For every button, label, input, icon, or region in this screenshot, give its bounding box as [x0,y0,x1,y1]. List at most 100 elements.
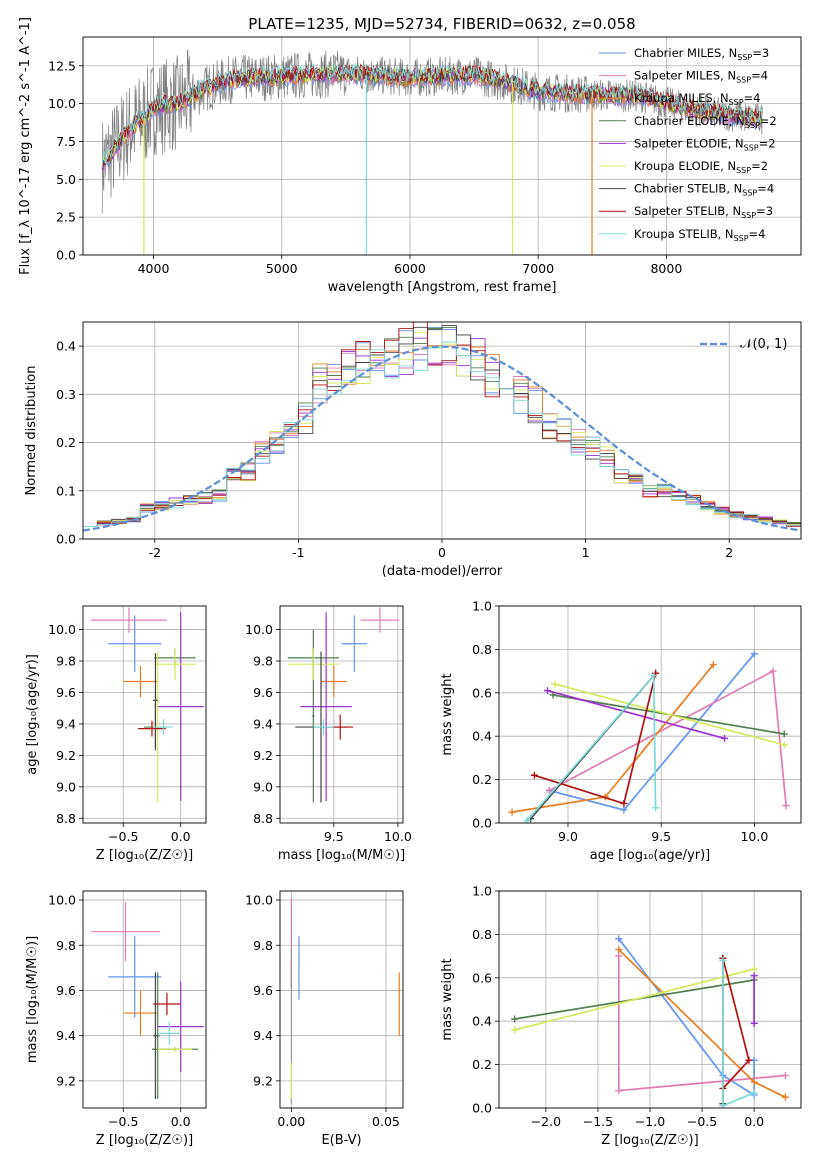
y-tick-label: 0.8 [472,927,492,942]
weight-marker [551,680,559,688]
error-bar-point [341,615,368,673]
y-tick-label: 7.5 [56,134,76,149]
x-tick-label: 9.0 [558,829,578,844]
weight-marker [620,799,628,807]
y-tick-label: 12.5 [48,58,76,73]
x-tick-label: 9.5 [324,829,344,844]
y-tick-label: 1.0 [472,599,492,614]
weight-marker [543,687,551,695]
x-tick-label: 5000 [266,261,298,276]
legend-entry-sub: SSP [737,53,752,62]
error-bar-point [153,653,158,748]
x-tick-label: −2.0 [531,1114,561,1129]
error-bar-point [157,612,204,801]
weight-marker [615,935,623,943]
y-tick-label: 0.0 [472,816,492,831]
spectrum-plot-area [101,49,763,255]
error-bar-point [123,665,158,698]
weight-marker [781,1093,789,1101]
y-tick-label: 8.8 [253,811,273,826]
weight-marker [615,946,623,954]
legend-entry: Kroupa ELODIE, NSSP=2 [634,159,768,175]
weight-marker [523,817,531,823]
x-axis-label: E(B-V) [321,1133,361,1148]
x-tick-label: 0.0 [171,829,191,844]
x-axis-label: Z [log₁₀(Z/Z☉)] [96,1133,193,1148]
y-tick-label: 0.2 [472,772,492,787]
error-bar-point [157,1022,181,1045]
weight-marker [530,771,538,779]
weight-marker [769,667,777,675]
legend-entry-name: Chabrier STELIB, N [634,182,742,196]
y-tick-label: 0.6 [472,970,492,985]
error-bar-point [154,648,196,680]
chart-title: PLATE=1235, MJD=52734, FIBERID=0632, z=0… [248,15,635,33]
weight-marker [750,972,758,980]
y-tick-label: 2.5 [56,210,76,225]
y-tick-label: 10.0 [245,893,273,908]
weight-marker [781,1071,789,1079]
weight-marker [719,956,727,964]
gaussian-curve [83,345,801,532]
y-tick-label: 0.2 [56,435,76,450]
y-axis-label: Flux [f_λ 10^-17 erg cm^-2 s^-1 A^-1] [18,17,33,275]
legend-entry-count: =2 [759,136,776,150]
model-spectrum-7 [101,63,763,170]
weight-marker [620,806,628,814]
x-tick-label: 0.0 [744,1114,764,1129]
x-axis-label: wavelength [Angstrom, rest frame] [328,280,557,295]
x-axis-label: Z [log₁₀(Z/Z☉)] [96,848,193,863]
axes-frame [82,890,207,1109]
y-tick-label: 0.4 [472,1014,492,1029]
weight-marker [750,1078,758,1086]
x-tick-label: −1.5 [583,1114,613,1129]
legend-entry-name: Kroupa STELIB, N [634,227,734,241]
legend-entry-sub: SSP [742,189,757,198]
x-tick-label: 0 [438,545,446,560]
age_vs_mass-panel: 9.5 10.0 8.8 9.0 9.2 9.4 9.6 9.8 10.0 mass [log₁₀… [245,605,412,863]
legend-entry-name: Salpeter MILES, N [634,69,736,83]
legend-entry-name: Salpeter ELODIE, N [634,136,744,150]
y-tick-label: 9.8 [253,938,273,953]
error-bar-point [153,972,158,1099]
weight-marker [511,1015,519,1023]
y-tick-label: 9.0 [56,779,76,794]
weight-marker [782,802,790,810]
legend-entry: Salpeter ELODIE, NSSP=2 [634,136,776,152]
weight_vs_age-plot-area [508,650,790,823]
legend-entry-sub: SSP [736,76,751,85]
error-bar-point [300,612,352,801]
y-axis-label: age [log₁₀(age/yr)] [25,654,40,775]
x-tick-label: 8000 [650,261,682,276]
spectrum-panel: 4000 5000 6000 7000 8000 0.0 2.5 5.0 7.5 10.0 12.5… [18,17,802,295]
weight-marker [780,730,788,738]
legend-entry-count: =4 [751,69,768,83]
y-tick-label: 0.6 [472,685,492,700]
weight-line-5 [514,968,755,1031]
weight-marker [721,734,729,742]
y-tick-label: 9.8 [253,654,273,669]
age_vs_Z-panel: −0.5 0.0 8.8 9.0 9.2 9.4 9.6 9.8 10.0 Z [log₁₀(Z/… [25,605,207,863]
legend-entry-count: =2 [751,159,768,173]
y-tick-label: 0.0 [56,248,76,263]
y-tick-label: 10.0 [245,622,273,637]
error-bar-point [154,719,173,735]
legend-entry: Chabrier STELIB, NSSP=4 [634,182,774,198]
x-tick-label: 7000 [522,261,554,276]
weight-marker [719,1102,727,1108]
y-tick-label: 9.4 [56,716,76,731]
weight-line-4 [547,689,725,740]
x-tick-label: 0.05 [372,1114,400,1129]
y-tick-label: 9.0 [253,779,273,794]
legend-entry-name: Chabrier ELODIE, N [634,114,745,128]
histogram-legend: 𝒩(0, 1) [700,337,787,352]
y-axis-label: mass [log₁₀(M/M☉)] [25,936,40,1063]
x-axis-label: (data-model)/error [382,564,503,579]
legend-entry: Chabrier ELODIE, NSSP=2 [634,114,777,130]
legend-entry: Chabrier MILES, NSSP=3 [634,46,769,62]
x-axis-label: Z [log₁₀(Z/Z☉)] [601,1133,698,1148]
y-axis-label: mass weight [440,958,455,1040]
weight-marker [615,952,623,960]
mass_vs_Z-plot-area [91,902,204,1099]
